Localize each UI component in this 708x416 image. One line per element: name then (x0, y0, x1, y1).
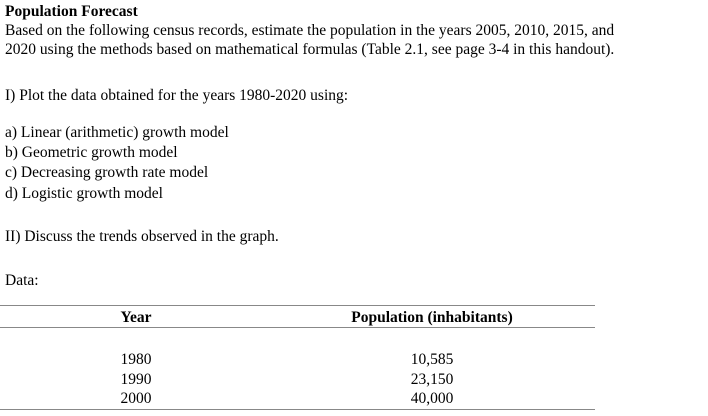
table-cell: 1980 (120, 351, 152, 368)
table-cell: 40,000 (410, 390, 454, 407)
table-cell: 2000 (120, 390, 152, 407)
data-label: Data: (5, 272, 39, 289)
header-population: Population (inhabitants) (351, 309, 513, 326)
page-title: Population Forecast (5, 3, 138, 20)
model-item: d) Logistic growth model (5, 185, 163, 202)
task-2: II) Discuss the trends observed in the g… (5, 228, 279, 245)
header-year: Year (120, 309, 152, 326)
table-cell: 10,585 (410, 351, 454, 368)
table-bottom-rule (0, 409, 595, 410)
intro-line: 2020 using the methods based on mathemat… (5, 41, 615, 58)
task-1: I) Plot the data obtained for the years … (5, 87, 349, 104)
intro-line: Based on the following census records, e… (5, 22, 615, 39)
table-cell: 1990 (120, 371, 152, 388)
model-item: a) Linear (arithmetic) growth model (5, 124, 229, 141)
model-item: c) Decreasing growth rate model (5, 164, 209, 181)
table-header-rule (0, 327, 595, 328)
model-item: b) Geometric growth model (5, 144, 178, 161)
table-cell: 23,150 (410, 371, 454, 388)
table-top-rule (0, 305, 595, 306)
